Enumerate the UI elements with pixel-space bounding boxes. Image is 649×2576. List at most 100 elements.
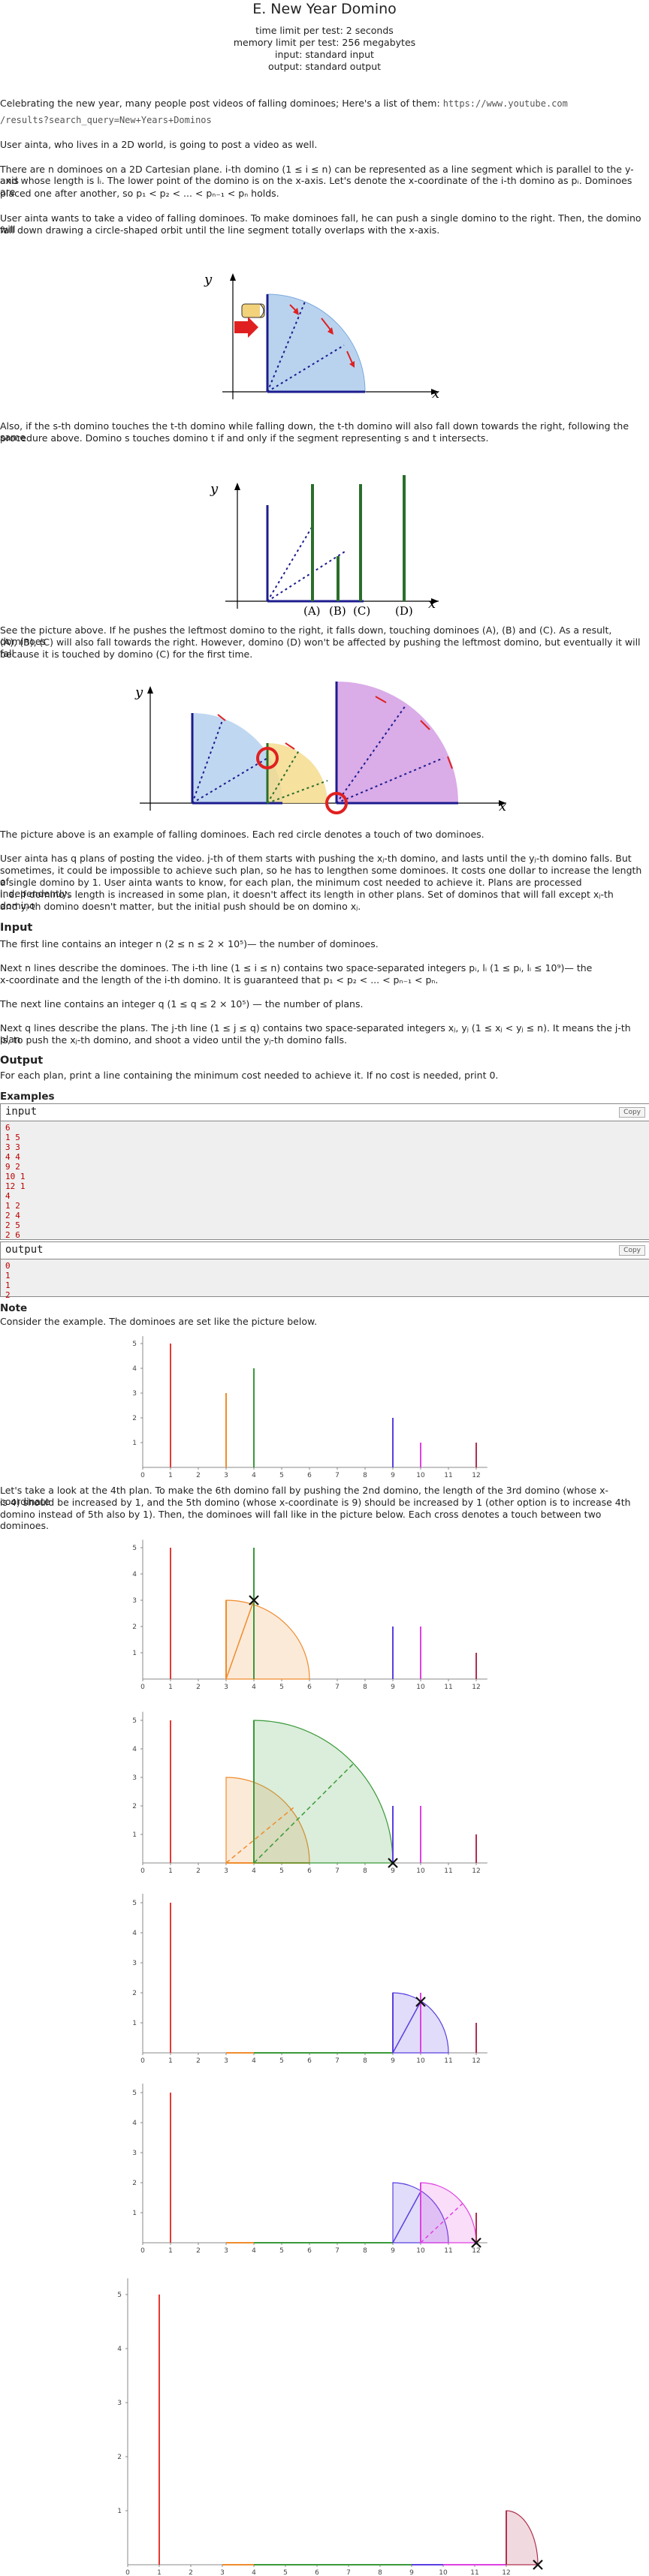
x-tick-label: 6: [307, 1472, 312, 1479]
sample-input-line: 2 4: [5, 1211, 20, 1220]
y-tick-label: 3: [132, 1390, 137, 1398]
x-tick-label: 6: [307, 2057, 312, 2065]
paragraph-3-line-1: Also, if the s-th domino touches the t-t…: [0, 420, 629, 443]
x-tick-label: 10: [416, 1867, 425, 1875]
touch-cross: [388, 1858, 398, 1868]
fall-path-4: [392, 2001, 421, 2054]
x-tick-label: 11: [444, 1684, 452, 1691]
paragraph-4-line-1: See the picture above. If he pushes the …: [0, 624, 612, 647]
sample-input-line: 4: [5, 1191, 11, 1201]
paragraph-1-line-2: and whose length is lᵢ. The lower point …: [0, 175, 632, 197]
copy-input-button[interactable]: Copy: [619, 1107, 645, 1118]
x-tick-label: 6: [307, 1684, 312, 1691]
touch-cross: [415, 1997, 426, 2007]
sample-output-header: output Copy: [1, 1242, 649, 1259]
x-tick-label: 9: [391, 2057, 395, 2065]
output-line-1: For each plan, print a line containing t…: [0, 1070, 499, 1081]
x-tick-label: 12: [472, 2247, 480, 2255]
paragraph-6-line-1: User ainta has q plans of posting the vi…: [0, 853, 632, 864]
time-limit: time limit per test: 2 seconds: [255, 25, 394, 36]
y-tick-label: 1: [117, 2508, 122, 2515]
video-link-continued[interactable]: /results?search_query=New+Years+Dominos: [0, 115, 212, 125]
output-spec: output: standard output: [267, 61, 382, 72]
note-line-2c: domino instead of 5th also by 1). Then, …: [0, 1509, 602, 1531]
x-tick-label: 4: [252, 1472, 256, 1479]
y-tick-label: 2: [132, 1990, 137, 1997]
paragraph-5: The picture above is an example of falli…: [0, 829, 484, 840]
sample-input-line: 3 3: [5, 1142, 20, 1152]
x-tick-label: 5: [279, 1867, 284, 1875]
x-tick-label: 5: [279, 1684, 284, 1691]
fall-arc-5: [420, 2182, 477, 2243]
y-tick-label: 2: [117, 2454, 122, 2461]
label-a: (A): [303, 604, 321, 618]
x-tick-label: 9: [409, 2569, 414, 2576]
note-line-2a: Let's take a look at the 4th plan. To ma…: [0, 1485, 609, 1507]
fig3-x-label: x: [499, 799, 506, 814]
touch-cross: [533, 2559, 543, 2570]
input-line-2a: Next n lines describe the dominoes. The …: [0, 962, 593, 974]
y-tick-label: 4: [132, 1930, 137, 1937]
input-heading: Input: [0, 922, 33, 934]
x-tick-label: 6: [315, 2569, 319, 2576]
x-tick-label: 4: [252, 2569, 256, 2576]
x-tick-label: 9: [391, 1684, 395, 1691]
x-tick-label: 8: [363, 1684, 367, 1691]
x-tick-label: 11: [444, 2057, 452, 2065]
sample-input-label: input: [5, 1106, 38, 1118]
x-tick-label: 1: [168, 2057, 173, 2065]
x-tick-label: 6: [307, 2247, 312, 2255]
problem-title: E. New Year Domino: [252, 1, 397, 17]
x-tick-label: 2: [196, 2057, 201, 2065]
y-tick-label: 5: [132, 1341, 137, 1348]
x-tick-label: 5: [279, 2247, 284, 2255]
fig2-x-label: x: [428, 596, 436, 612]
sample-output-line: 1: [5, 1280, 11, 1290]
fall-arc-2: [225, 1599, 310, 1680]
examples-heading: Examples: [0, 1091, 55, 1103]
sample-input-line: 6: [5, 1123, 11, 1133]
sample-input-line: 1 5: [5, 1133, 20, 1142]
x-tick-label: 8: [363, 2247, 367, 2255]
x-tick-label: 3: [224, 1684, 228, 1691]
y-tick-label: 5: [132, 1900, 137, 1907]
sample-output-label: output: [5, 1244, 44, 1256]
video-link[interactable]: https://www.youtube.com: [442, 98, 568, 109]
figure-touch-example: y x: [0, 668, 649, 824]
copy-output-button[interactable]: Copy: [619, 1245, 645, 1256]
y-tick-label: 4: [117, 2346, 122, 2353]
x-tick-label: 1: [168, 1472, 173, 1479]
x-tick-label: 7: [335, 2247, 340, 2255]
x-tick-label: 12: [472, 1472, 480, 1479]
user-line: User ainta, who lives in a 2D world, is …: [0, 139, 318, 150]
x-tick-label: 4: [252, 1867, 256, 1875]
y-tick-label: 1: [132, 1440, 137, 1447]
y-tick-label: 4: [132, 1365, 137, 1373]
x-tick-label: 2: [196, 2247, 201, 2255]
note-line-1: Consider the example. The dominoes are s…: [0, 1316, 318, 1327]
paragraph-2-line-1: User ainta wants to take a video of fall…: [0, 212, 641, 235]
sample-output-line: 1: [5, 1271, 11, 1280]
x-tick-label: 4: [252, 2057, 256, 2065]
x-tick-label: 7: [335, 1472, 340, 1479]
x-tick-label: 9: [391, 1867, 395, 1875]
x-tick-label: 11: [444, 1867, 452, 1875]
y-tick-label: 3: [117, 2400, 122, 2407]
y-tick-label: 3: [132, 1597, 137, 1605]
input-line-4b: is, to push the xⱼ-th domino, and shoot …: [0, 1034, 347, 1046]
y-tick-label: 1: [132, 1831, 137, 1839]
label-d: (D): [395, 604, 413, 618]
paragraph-6-line-4: i. e. if domino's length is increased in…: [0, 889, 614, 911]
fall-arc-2: [225, 1777, 310, 1864]
note-line-2b: is 4) should be increased by 1, and the …: [0, 1497, 631, 1508]
x-tick-label: 2: [196, 1684, 201, 1691]
x-tick-label: 0: [140, 1472, 145, 1479]
x-tick-label: 2: [196, 1867, 201, 1875]
x-tick-label: 0: [125, 2569, 130, 2576]
x-tick-label: 7: [335, 2057, 340, 2065]
y-tick-label: 2: [132, 2180, 137, 2187]
sample-input-line: 9 2: [5, 1162, 20, 1172]
x-tick-label: 11: [444, 2247, 452, 2255]
paragraph-2-line-2: fall down drawing a circle-shaped orbit …: [0, 224, 440, 236]
